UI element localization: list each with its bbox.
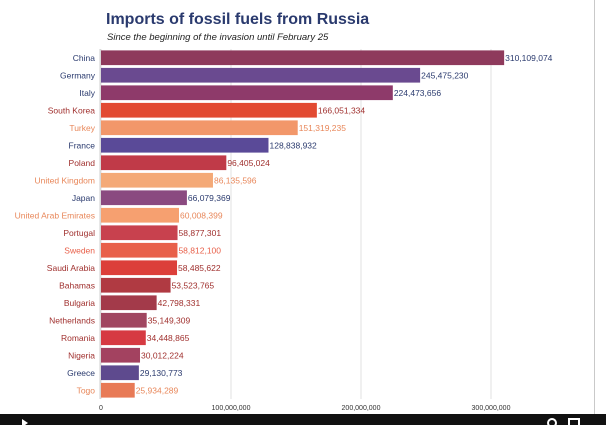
category-label: Netherlands (49, 315, 95, 325)
value-label: 128,838,932 (269, 140, 317, 150)
value-label: 53,523,765 (172, 280, 215, 290)
bar (101, 260, 178, 276)
category-label: France (69, 140, 96, 150)
category-label: Portugal (63, 228, 95, 238)
bar (101, 102, 317, 118)
fullscreen-icon[interactable] (568, 418, 580, 427)
value-label: 86,135,596 (214, 175, 257, 185)
value-label: 166,051,334 (318, 105, 366, 115)
category-label: South Korea (48, 105, 96, 115)
category-label: Bahamas (59, 280, 95, 290)
video-player-bar[interactable] (0, 414, 606, 425)
bar (101, 312, 147, 328)
category-label: United Kingdom (35, 175, 95, 185)
bar (101, 330, 146, 346)
bar (101, 85, 393, 101)
play-icon[interactable] (22, 419, 28, 427)
bar (101, 50, 505, 66)
value-label: 58,812,100 (178, 245, 221, 255)
bar (101, 172, 213, 188)
value-label: 29,130,773 (140, 368, 183, 378)
bar (101, 365, 139, 381)
bar (101, 120, 298, 136)
category-label: Japan (72, 193, 95, 203)
value-label: 35,149,309 (148, 315, 191, 325)
value-label: 96,405,024 (227, 158, 270, 168)
category-label: United Arab Emirates (15, 210, 95, 220)
settings-icon[interactable] (547, 418, 557, 428)
value-label: 58,877,301 (179, 228, 222, 238)
bar (101, 207, 180, 223)
chart-subtitle: Since the beginning of the invasion unti… (107, 32, 329, 43)
category-label: Saudi Arabia (47, 263, 95, 273)
value-label: 58,485,622 (178, 263, 221, 273)
category-label: Bulgaria (64, 298, 95, 308)
value-label: 60,008,399 (180, 210, 223, 220)
chart-title: Imports of fossil fuels from Russia (106, 11, 370, 28)
bar (101, 137, 269, 153)
value-label: 42,798,331 (158, 298, 201, 308)
category-label: Italy (79, 88, 95, 98)
category-label: Sweden (64, 245, 95, 255)
category-label: China (73, 53, 95, 63)
bar (101, 190, 187, 206)
bar (101, 242, 178, 258)
value-label: 25,934,289 (136, 385, 179, 395)
value-label: 224,473,656 (394, 88, 442, 98)
value-label: 245,475,230 (421, 70, 469, 80)
category-label: Romania (61, 333, 95, 343)
value-label: 30,012,224 (141, 350, 184, 360)
category-label: Togo (77, 385, 96, 395)
x-tick-label: 100,000,000 (212, 405, 251, 412)
x-tick-label: 300,000,000 (472, 405, 511, 412)
category-label: Nigeria (68, 350, 95, 360)
value-label: 34,448,865 (147, 333, 190, 343)
category-label: Turkey (69, 123, 95, 133)
value-label: 310,109,074 (505, 53, 553, 63)
value-label: 66,079,369 (188, 193, 231, 203)
bar (101, 295, 157, 311)
bar (101, 225, 178, 241)
x-tick-label: 0 (99, 405, 103, 412)
category-label: Greece (67, 368, 95, 378)
x-tick-label: 200,000,000 (342, 405, 381, 412)
bar-chart: 0 100,000,000 200,000,000 300,000,000 China 3… (15, 49, 553, 412)
bar (101, 155, 227, 171)
bar (101, 67, 421, 83)
category-label: Germany (60, 70, 96, 80)
value-label: 151,319,235 (299, 123, 347, 133)
bar (101, 347, 141, 363)
bar (101, 277, 171, 293)
category-label: Poland (69, 158, 96, 168)
bar (101, 382, 135, 398)
